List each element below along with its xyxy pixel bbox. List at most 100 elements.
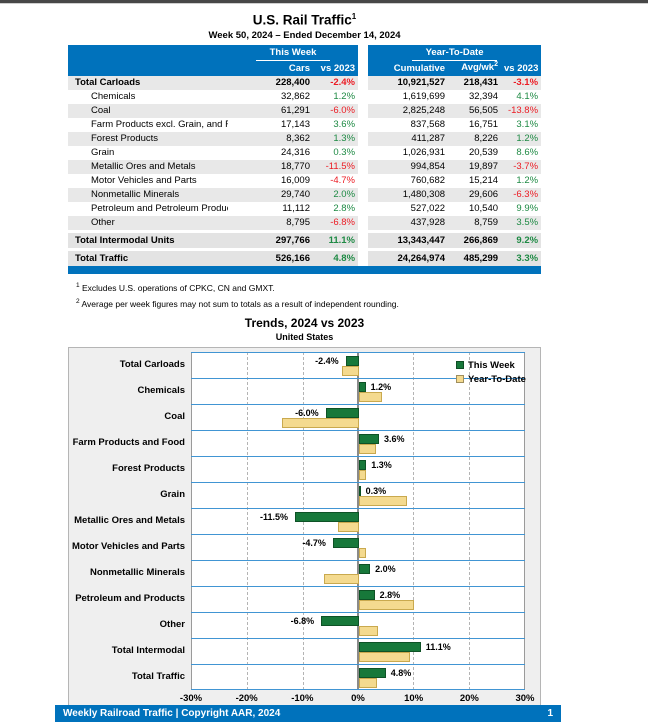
chart-category-label: Petroleum and Products [75,592,185,604]
table-row: Total Intermodal Units 297,766 11.1% 13,343… [68,232,542,248]
column-header-ytd-vs-2023: vs 2023 [501,60,542,76]
table-cell: 1,480,308 [368,187,449,202]
table-cell: -6.0% [313,103,359,118]
table-group-header-row: This Week Year-To-Date [68,44,542,61]
table-cell: 61,291 [228,103,313,118]
bar-this-week [359,434,380,445]
x-axis-tick-label: -30% [179,693,203,705]
row-separator-line [191,586,525,588]
bar-year-to-date [359,470,366,481]
table-cell: -6.3% [501,187,542,202]
table-cell: 1.2% [516,175,539,186]
table-cell: 15,214 [468,175,499,186]
bar-value-label: 11.1% [425,642,451,653]
table-row: Nonmetallic Minerals 29,740 2.0% 1,480,308 2… [68,187,542,202]
table-cell: -13.8% [501,103,542,118]
column-header-cars: Cars [228,60,313,76]
table-column-gap [358,201,369,216]
table-row: Total Carloads 228,400 -2.4% 10,921,527 218,… [68,75,542,90]
table-cell: Nonmetallic Minerals [68,187,228,202]
bar-value-label: -6.0% [295,408,319,419]
legend-item-year-to-date: Year-To-Date [456,372,526,386]
table-header-spacer [68,60,228,76]
chart-category-label: Forest Products [112,462,185,474]
table-cell: 526,166 [228,250,313,266]
table-column-gap [358,117,369,132]
table-header-spacer [68,44,228,61]
row-separator-line [191,430,525,432]
table-cell: Grain [91,147,115,158]
table-cell: 29,606 [448,187,502,202]
bar-this-week [359,460,367,471]
bar-year-to-date [323,574,359,585]
table-cell: 3.3% [501,250,542,266]
bar-this-week [359,590,375,601]
row-separator-line [191,404,525,406]
chart-category-label: Grain [160,488,185,500]
table-cell: 10,540 [468,203,499,214]
table-cell: Coal [68,103,228,118]
bar-value-label: 3.6% [384,434,405,445]
table-cell: 1.2% [501,131,542,146]
row-separator-line [191,508,525,510]
table-cell: 11,112 [282,203,310,214]
table-cell: 1.2% [333,91,356,102]
table-spacer [68,229,542,233]
table-cell: 4.8% [313,250,359,266]
bar-year-to-date [359,600,415,611]
table-column-gap [358,89,369,104]
table-cell: 527,022 [410,203,446,214]
bar-value-label: 0.3% [365,486,387,497]
x-axis-tick-label: -20% [235,693,258,705]
row-separator-line [191,482,525,484]
chart-title: Trends, 2024 vs 2023 [244,316,365,331]
table-cell: 8,226 [448,131,502,146]
bar-value-label: 2.0% [375,564,396,575]
table-spacer-row [68,229,542,233]
table-row: Metallic Ores and Metals 18,770 -11.5% 994,… [68,159,542,174]
table-bottom-bar-cell [68,265,542,274]
column-header-week-vs-2023: vs 2023 [313,60,359,76]
row-separator-line [191,378,525,380]
bar-year-to-date [359,678,378,689]
table-cell: 9.9% [516,203,539,214]
chart-category-label: Motor Vehicles and Parts [72,540,185,552]
bar-year-to-date [359,392,382,403]
table-cell: 11.1% [313,232,359,248]
bar-value-label: 4.8% [390,668,412,679]
table-cell: 2,825,248 [368,103,449,118]
table-bottom-bar [68,265,542,274]
page-title-superscript: 1 [351,12,357,21]
table-column-gap [358,60,369,76]
table-cell: 56,505 [448,103,502,118]
row-separator-line [191,352,525,354]
chart-subtitle: United States [275,332,334,343]
chart-category-label: Metallic Ores and Metals [74,514,185,526]
legend-swatch-year-to-date-icon [456,375,464,384]
chart-category-label: Total Carloads [119,358,185,370]
chart-category-label: Total Intermodal [111,644,185,656]
bar-value-label: 2.8% [379,590,401,601]
table-cell: 297,766 [228,232,313,248]
bar-this-week [294,512,359,523]
bar-year-to-date [341,366,359,377]
table-row: Coal 61,291 -6.0% 2,825,248 56,505 -13.8% [68,103,542,118]
table-cell: Forest Products [68,131,228,146]
table-row: Farm Products excl. Grain, and Food 17,14… [68,117,541,132]
table-cell: 1.3% [313,131,359,146]
bar-value-label: 1.2% [370,382,392,393]
table-cell: -2.4% [313,75,359,90]
table-cell: Motor Vehicles and Parts [91,175,197,186]
chart-legend: This Week Year-To-Date [456,358,526,386]
table-cell: Petroleum and Petroleum Products [91,203,228,214]
row-separator-line [191,612,525,614]
table-cell: 994,854 [368,159,449,174]
table-cell: Total Carloads [68,75,228,90]
rail-table-body: Total Carloads 228,400 -2.4% 10,921,527 218,… [68,75,542,274]
bar-this-week [345,356,359,367]
row-separator-line [191,664,525,666]
table-column-gap [358,44,369,61]
footer-bar: Weekly Railroad Traffic | Copyright AAR,… [55,705,561,722]
table-cell: 3.1% [516,119,539,130]
bar-year-to-date [338,522,359,533]
